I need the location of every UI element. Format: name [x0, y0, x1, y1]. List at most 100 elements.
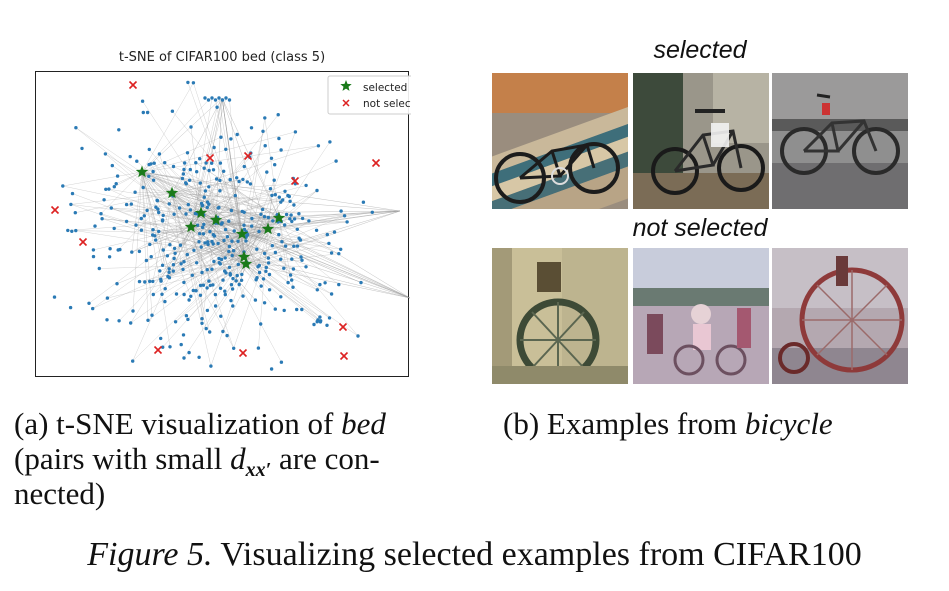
pair-edge [243, 256, 318, 290]
pair-edge [234, 230, 245, 258]
pair-edge [173, 217, 280, 265]
data-point [266, 256, 271, 260]
data-point [325, 232, 329, 237]
data-point [277, 136, 281, 141]
data-point [277, 232, 281, 237]
pair-edge [221, 97, 269, 230]
data-point [237, 282, 241, 287]
data-point [239, 278, 244, 282]
pair-edge [149, 149, 202, 214]
data-point [151, 292, 155, 297]
data-point [189, 294, 193, 298]
subcaption-b: (b) Examples from bicycle [503, 407, 833, 441]
data-point [195, 261, 199, 265]
pair-edge [243, 215, 345, 258]
data-point [222, 238, 226, 243]
data-point [237, 179, 241, 184]
pair-edge [233, 217, 280, 349]
subcaption-a-line1: (a) t-SNE visualization of bed [14, 407, 386, 441]
data-point [167, 267, 171, 271]
data-point [295, 244, 300, 248]
data-point [93, 224, 97, 228]
pair-edge [126, 204, 247, 265]
data-point [68, 305, 73, 310]
data-point [223, 227, 228, 232]
data-point [139, 228, 144, 232]
data-point [345, 220, 349, 224]
pair-edge [75, 192, 173, 213]
data-point [141, 110, 145, 115]
data-point [99, 212, 103, 216]
subcaption-a-line2-post: are con- [278, 441, 380, 476]
data-point [279, 148, 283, 152]
data-point [104, 187, 108, 191]
pair-edge [245, 260, 303, 265]
pair-edge [70, 192, 173, 205]
pair-edge [75, 127, 247, 265]
data-point [273, 307, 277, 311]
data-point [198, 232, 202, 236]
data-point [185, 151, 190, 155]
pair-edge [190, 207, 219, 228]
data-point [200, 204, 204, 208]
data-point [273, 250, 278, 255]
pair-edge [190, 126, 202, 214]
pair-edge [200, 212, 239, 242]
data-point [216, 241, 220, 246]
data-point [256, 265, 260, 269]
data-point [315, 188, 319, 193]
data-point [191, 288, 195, 293]
data-point [224, 271, 228, 275]
data-point [270, 193, 274, 198]
pair-edge [62, 171, 143, 187]
not-selected-x-marker [205, 153, 215, 163]
data-point [261, 277, 266, 281]
data-point [207, 185, 211, 189]
pair-edge [70, 204, 269, 230]
pair-edge [116, 233, 243, 284]
data-point [180, 176, 185, 181]
pair-edge [241, 233, 411, 299]
data-point [200, 225, 205, 230]
data-point [223, 256, 227, 260]
not-selected-x-marker [371, 158, 381, 168]
subcaption-b-class: bicycle [744, 406, 833, 441]
data-point [158, 269, 162, 273]
data-point [304, 265, 308, 269]
pair-edge [147, 228, 269, 321]
data-point [242, 210, 246, 214]
data-point [177, 206, 182, 210]
data-point [150, 313, 154, 317]
data-point [205, 205, 209, 210]
data-point [208, 330, 212, 334]
data-point [100, 217, 104, 221]
pair-edge [203, 214, 245, 258]
data-point [213, 292, 218, 297]
pair-edge [245, 263, 411, 299]
data-point [129, 202, 133, 206]
data-point [69, 202, 73, 207]
data-point [280, 240, 284, 244]
pair-edge [278, 217, 411, 299]
data-point [144, 258, 149, 263]
subcaption-a-line3: nected) [14, 476, 106, 511]
legend-label-selected: selected [363, 82, 407, 94]
pair-edge [75, 230, 245, 258]
pair-edge [141, 99, 209, 173]
data-point [290, 257, 294, 261]
pair-edge [187, 82, 243, 235]
data-point [290, 278, 294, 282]
not-selected-x-marker [238, 348, 248, 358]
data-point [228, 177, 232, 182]
data-point [157, 229, 161, 234]
selected-star-marker [239, 257, 253, 270]
pair-edge [243, 256, 359, 337]
data-point [269, 367, 274, 371]
pair-edge [243, 209, 263, 258]
data-point [209, 364, 213, 368]
data-point [242, 223, 246, 227]
data-point [268, 187, 273, 191]
pair-edge [141, 137, 221, 173]
data-point [182, 260, 186, 264]
data-point [130, 250, 134, 254]
